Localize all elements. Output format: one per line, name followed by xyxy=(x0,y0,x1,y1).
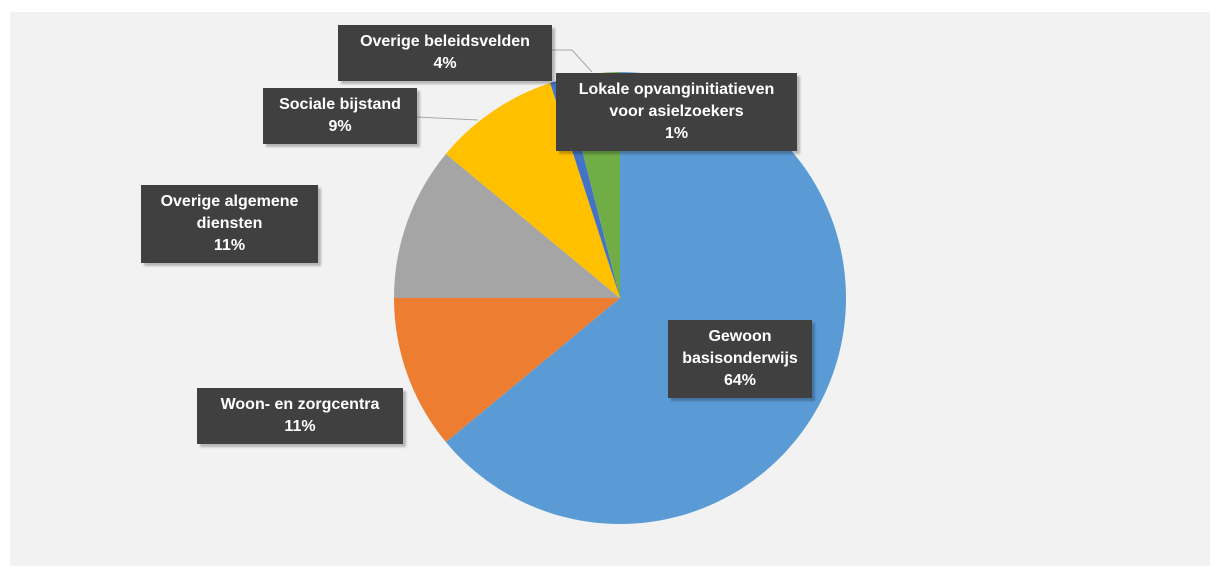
category-label: Lokale opvanginitiatieven voor asielzoek… xyxy=(578,81,775,120)
category-label: Gewoon basisonderwijs xyxy=(682,328,798,367)
value-label: 11% xyxy=(213,237,246,254)
leader-line xyxy=(416,116,479,121)
value-label: 11% xyxy=(284,418,316,435)
category-label: Woon- en zorgcentra xyxy=(220,396,380,413)
category-label: Overige beleidsvelden xyxy=(360,33,530,50)
value-label: 1% xyxy=(664,125,689,142)
pie-slice xyxy=(394,298,620,443)
pie-slice xyxy=(445,72,846,524)
leader-line xyxy=(552,49,593,73)
value-label: 64% xyxy=(723,372,757,389)
category-label: Sociale bijstand xyxy=(279,96,401,113)
data-label: Overige beleidsvelden 4% xyxy=(338,25,552,81)
value-label: 9% xyxy=(328,118,352,135)
pie-slice xyxy=(394,153,620,298)
data-label: Woon- en zorgcentra 11% xyxy=(197,388,403,444)
pie-slice xyxy=(445,83,620,299)
data-label: Overige algemene diensten 11% xyxy=(141,185,318,263)
data-label: Lokale opvanginitiatieven voor asielzoek… xyxy=(556,73,797,151)
data-label: Sociale bijstand 9% xyxy=(263,88,417,144)
category-label: Overige algemene diensten xyxy=(160,193,299,232)
data-label: Gewoon basisonderwijs 64% xyxy=(668,320,812,398)
value-label: 4% xyxy=(433,55,457,72)
